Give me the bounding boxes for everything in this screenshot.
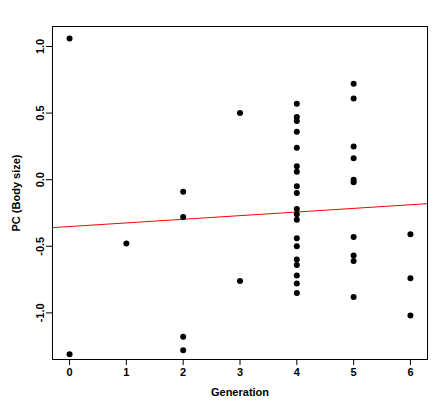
- svg-text:-0.5: -0.5: [34, 237, 46, 256]
- svg-text:5: 5: [351, 366, 357, 378]
- svg-text:6: 6: [407, 366, 413, 378]
- svg-text:0: 0: [66, 366, 72, 378]
- svg-text:2: 2: [180, 366, 186, 378]
- svg-text:Generation: Generation: [211, 386, 269, 398]
- svg-text:1: 1: [123, 366, 129, 378]
- html-text:C: C: [6, 2, 18, 19]
- svg-text:0.0: 0.0: [34, 172, 46, 187]
- svg-text:-1.0: -1.0: [34, 303, 46, 322]
- svg-text:4: 4: [294, 366, 301, 378]
- svg-text:0.5: 0.5: [34, 105, 46, 120]
- svg-text:1.0: 1.0: [34, 39, 46, 54]
- svg-text:3: 3: [237, 366, 243, 378]
- html-text:P = 0.39, ß = 0.06: P = 0.39, ß = 0.06: [125, 4, 221, 18]
- svg-text:PC (Body size): PC (Body size): [10, 154, 22, 231]
